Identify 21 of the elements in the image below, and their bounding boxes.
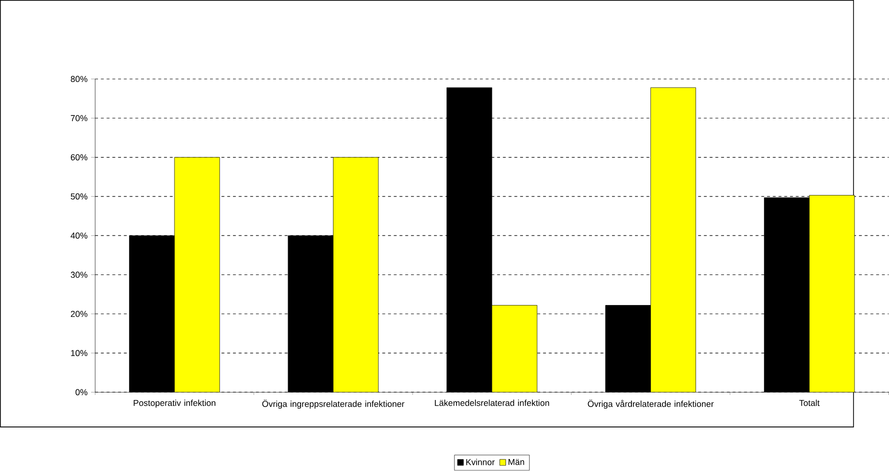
legend-label: Kvinnor [466,459,495,466]
x-tick-label: Postoperativ infektion [134,400,216,408]
bar [650,88,696,392]
y-tick-label: 60% [70,154,88,161]
y-tick-label: 10% [71,350,88,356]
y-tick-label: 30% [70,272,88,278]
bar [809,195,855,392]
x-tick-label: Läkemedelsrelaterad infektion [434,400,550,406]
y-tick-label: 50% [70,194,88,200]
bar [492,306,538,392]
x-tick-label: Övriga vårdrelaterade infektioner [588,400,714,409]
y-tick-label: 40% [70,232,88,239]
y-tick-label: 0% [76,389,88,396]
bar [174,158,220,392]
y-tick-label: 70% [70,115,88,122]
x-tick-label: Totalt [799,400,820,406]
x-tick-label: Övriga ingreppsrelaterade infektioner [262,400,404,409]
legend-label: Män [508,459,524,466]
y-tick-label: 20% [70,311,88,318]
y-tick-label: 80% [70,76,88,82]
bar [333,158,378,392]
